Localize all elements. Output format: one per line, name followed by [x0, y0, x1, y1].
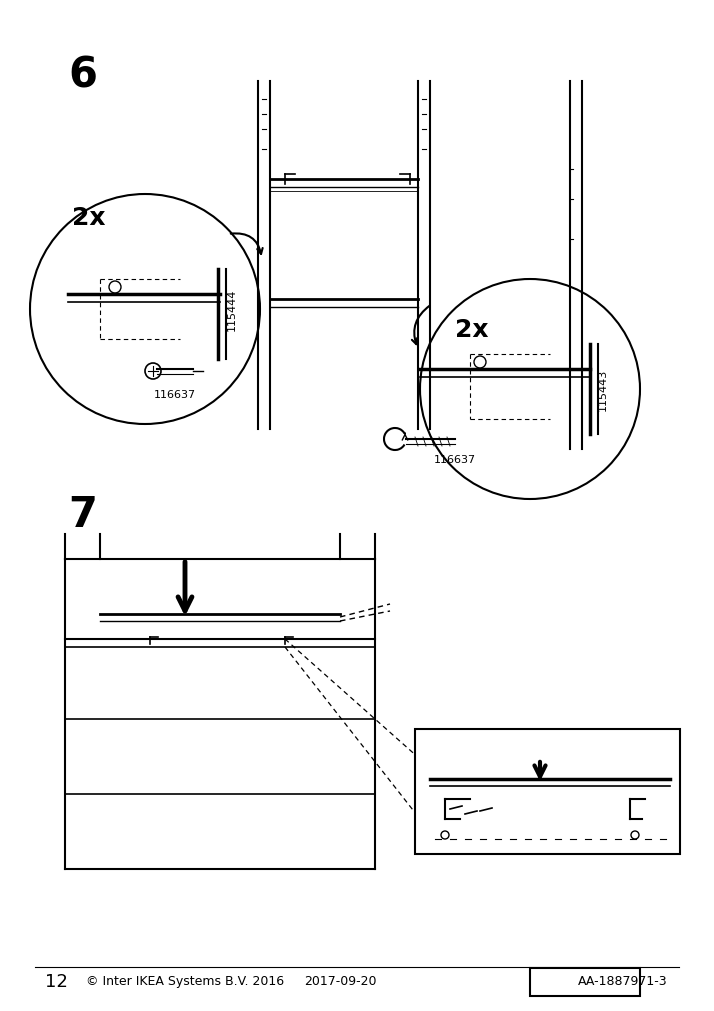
Text: 7: 7 [68, 493, 97, 536]
Text: 115444: 115444 [227, 288, 237, 331]
Text: 12: 12 [45, 972, 68, 990]
Text: 6: 6 [68, 54, 97, 96]
Text: © Inter IKEA Systems B.V. 2016: © Inter IKEA Systems B.V. 2016 [86, 975, 284, 988]
Bar [415, 729, 680, 854]
Text: AA-1887971-3: AA-1887971-3 [578, 975, 668, 988]
Text: 2017-09-20: 2017-09-20 [303, 975, 376, 988]
Text: 115443: 115443 [598, 369, 608, 410]
Text: 116637: 116637 [434, 455, 476, 464]
Text: 116637: 116637 [154, 389, 196, 399]
Bar [530, 969, 640, 996]
Text: 2x: 2x [72, 206, 106, 229]
Bar [430, 782, 670, 792]
Text: 2x: 2x [455, 317, 488, 342]
